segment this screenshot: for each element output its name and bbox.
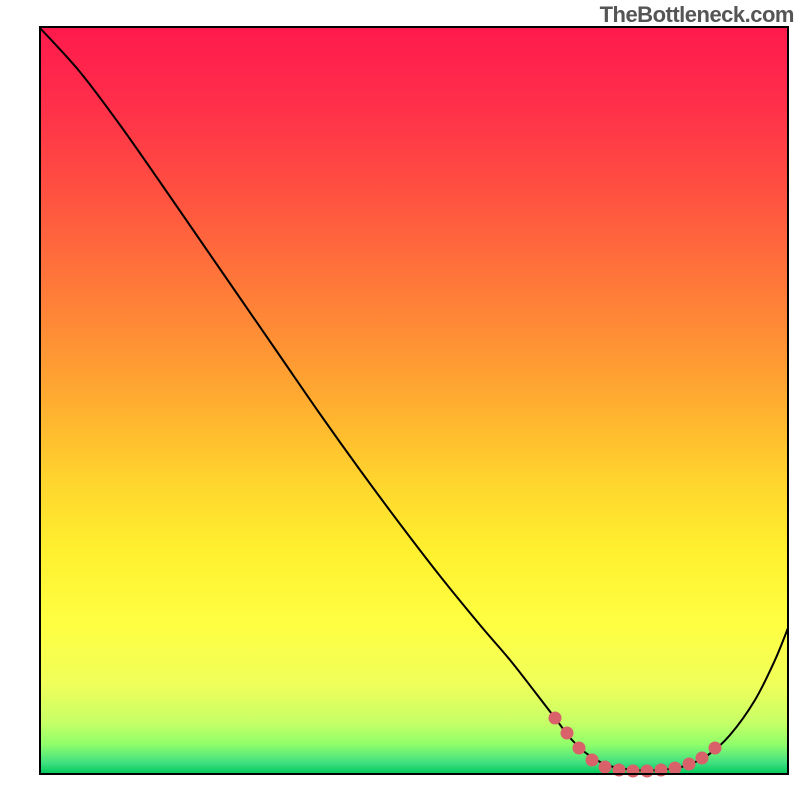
plateau-dot: [669, 762, 682, 775]
watermark-text: TheBottleneck.com: [600, 2, 794, 28]
plateau-dot: [696, 752, 709, 765]
plot-background: [40, 27, 788, 774]
plateau-dot: [549, 712, 562, 725]
bottleneck-chart: [0, 0, 800, 800]
plateau-dot: [641, 765, 654, 778]
plateau-dot: [709, 742, 722, 755]
plateau-dot: [683, 758, 696, 771]
plateau-dot: [627, 765, 640, 778]
plateau-dot: [599, 761, 612, 774]
chart-container: TheBottleneck.com: [0, 0, 800, 800]
plateau-dot: [561, 727, 574, 740]
plateau-dot: [573, 742, 586, 755]
plateau-dot: [586, 754, 599, 767]
